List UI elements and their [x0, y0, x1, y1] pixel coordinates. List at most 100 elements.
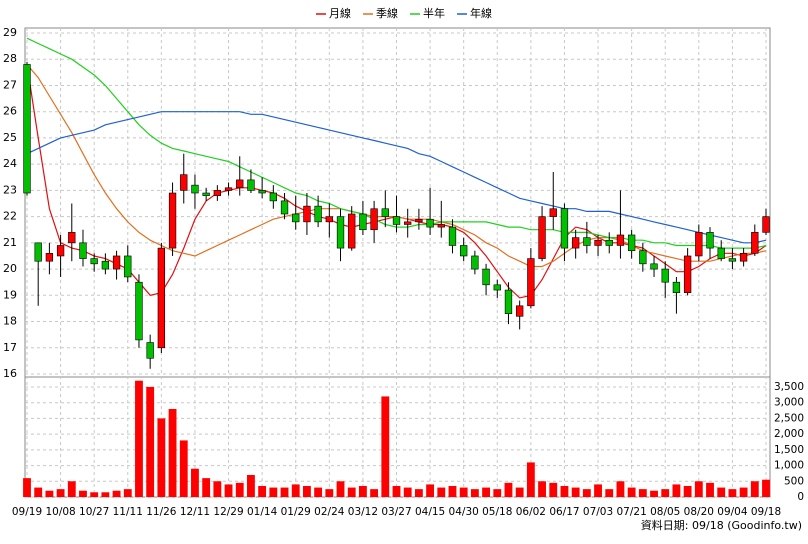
- candle-body: [404, 221, 412, 225]
- candle-body: [527, 258, 535, 307]
- x-tick-label: 04/30: [449, 506, 479, 518]
- x-tick-label: 05/18: [482, 506, 512, 518]
- x-tick-label: 03/12: [348, 506, 378, 518]
- x-tick-label: 10/08: [45, 506, 75, 518]
- volume-bar: [717, 487, 726, 497]
- candle-body: [292, 213, 300, 223]
- y2-tick-label: 2,000: [774, 428, 804, 440]
- y2-tick-label: 2,500: [774, 412, 804, 424]
- candle-body: [168, 192, 177, 249]
- candle-body: [751, 232, 759, 254]
- x-tick-label: 12/11: [180, 506, 210, 518]
- y2-tick-label: 3,500: [774, 381, 804, 393]
- candle-body: [269, 192, 277, 202]
- candle-body: [594, 239, 602, 246]
- candle-body: [415, 218, 423, 223]
- candle-body: [180, 174, 188, 191]
- candle-body: [639, 250, 647, 265]
- candle-body: [90, 258, 98, 265]
- candle-body: [661, 268, 669, 283]
- y-tick-label: 26: [3, 105, 17, 118]
- candle-body: [672, 281, 681, 293]
- legend-label: 季線: [376, 6, 398, 20]
- volume-bar: [493, 489, 502, 497]
- volume-bar: [594, 484, 602, 497]
- y-tick-label: 21: [3, 236, 17, 249]
- volume-bar: [750, 481, 759, 497]
- volume-bar: [381, 396, 390, 497]
- volume-bar: [683, 485, 692, 497]
- volume-bar: [549, 482, 558, 497]
- candle-body: [627, 234, 636, 252]
- candle-body: [202, 192, 210, 196]
- volume-bar: [135, 380, 143, 497]
- volume-bar: [650, 490, 658, 497]
- candle-body: [247, 179, 255, 191]
- volume-bar: [582, 489, 591, 497]
- candle-body: [56, 245, 65, 257]
- y2-tick-label: 1,500: [774, 444, 804, 456]
- x-tick-label: 09/04: [717, 506, 748, 518]
- candle-body: [191, 184, 199, 194]
- candle-body: [303, 205, 311, 223]
- x-tick-label: 12/29: [213, 506, 243, 518]
- candle-body: [538, 216, 546, 259]
- volume-bar: [123, 489, 132, 497]
- candle-body: [381, 208, 389, 217]
- candle-body: [571, 237, 580, 249]
- volume-bar: [482, 487, 490, 497]
- volume-bar: [213, 481, 222, 497]
- candle-body: [79, 242, 87, 259]
- y2-tick-label: 500: [784, 475, 804, 487]
- y-tick-label: 27: [3, 78, 17, 91]
- volume-bar: [661, 489, 670, 497]
- candle-body: [471, 255, 479, 270]
- volume-bar: [258, 485, 267, 497]
- y-tick-label: 23: [3, 183, 17, 196]
- ma-line: [26, 111, 767, 244]
- candle-body: [101, 260, 110, 270]
- candle-body: [213, 190, 222, 196]
- volume-bar: [79, 490, 87, 497]
- y-tick-label: 28: [3, 52, 17, 65]
- candle-body: [124, 255, 132, 278]
- candle-body: [157, 247, 166, 349]
- volume-bar: [448, 485, 457, 497]
- volume-bar: [370, 489, 379, 497]
- volume-bar: [414, 489, 423, 497]
- candle-body: [560, 208, 569, 249]
- candle-body: [549, 208, 557, 217]
- y-tick-label: 19: [3, 288, 17, 301]
- x-tick-label: 06/17: [549, 506, 579, 518]
- volume-bar: [392, 485, 401, 497]
- volume-bar: [358, 485, 367, 497]
- x-tick-label: 01/29: [281, 506, 311, 518]
- x-tick-label: 06/02: [516, 506, 546, 518]
- candle-body: [348, 213, 356, 249]
- volume-bar: [403, 487, 412, 497]
- candle-body: [650, 263, 658, 270]
- volume-bar: [157, 418, 166, 497]
- volume-bar: [291, 484, 300, 497]
- candle-body: [23, 64, 31, 194]
- x-tick-label: 07/03: [583, 506, 613, 518]
- volume-bar: [627, 487, 636, 497]
- x-tick-label: 03/27: [381, 506, 411, 518]
- source-note: 資料日期: 09/18 (Goodinfo.tw): [641, 518, 802, 532]
- candle-body: [146, 342, 154, 359]
- volume-bar: [694, 481, 703, 497]
- volume-bar: [560, 485, 569, 497]
- candle-body: [493, 284, 501, 291]
- volume-bar: [269, 487, 278, 497]
- volume-bar: [67, 481, 76, 497]
- volume-bar: [34, 487, 43, 497]
- candle-body: [448, 226, 457, 246]
- candle-body: [616, 234, 625, 246]
- candle-body: [460, 245, 468, 257]
- volume-bar: [336, 481, 345, 497]
- candle-body: [392, 216, 401, 225]
- volume-bar: [470, 489, 479, 497]
- candle-body: [762, 216, 770, 233]
- candle-body: [717, 247, 725, 259]
